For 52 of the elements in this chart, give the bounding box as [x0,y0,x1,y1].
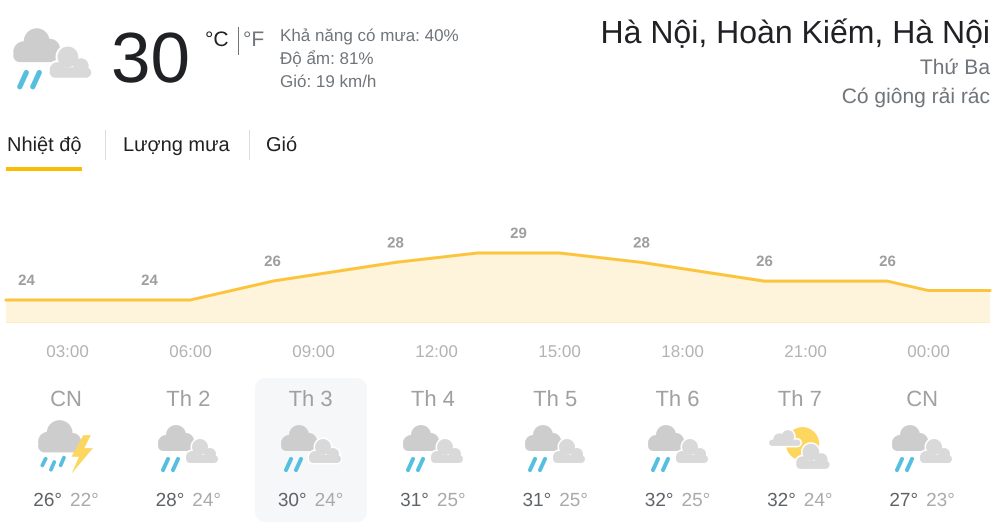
annotation: 28° [156,490,184,513]
annotation: 22° [70,490,99,513]
category-label: Th 6 [655,386,700,413]
data-label: 28 [387,234,404,252]
annotation: 32° [767,490,796,513]
annotation: 25° [559,490,588,513]
x-tick-label: 15:00 [538,342,581,361]
data-label: 24 [141,272,158,289]
annotation: 31° [522,490,552,513]
annotation: 25° [682,490,710,513]
text: Có giông rải rác [842,84,990,110]
data-label: 29 [510,225,527,242]
annotation: 30° [278,490,307,513]
text: Nhiệt độ [7,133,82,158]
category-label: CN [50,386,82,413]
category-label: Th 5 [533,386,578,413]
annotation: 24° [804,490,833,513]
text: 30 [111,18,190,100]
category-label: Th 4 [410,386,455,413]
annotation: 27° [889,490,918,513]
x-tick-label: 09:00 [292,342,335,361]
data-label: 28 [633,234,650,252]
annotation: 26° [33,490,62,513]
data-label: 26 [264,253,281,270]
annotation: 31° [400,490,429,513]
category-label: Th 3 [288,386,333,413]
text: Độ ẩm: 81% [280,48,374,70]
annotation: 25° [436,490,466,513]
text: Hà Nội, Hoàn Kiếm, Hà Nội [600,12,990,52]
data-label: 24 [18,272,36,289]
annotation: 23° [926,490,955,513]
x-tick-label: 18:00 [661,342,704,361]
text: °C [205,27,229,52]
x-tick-label: 06:00 [169,342,212,361]
annotation: 32° [644,490,674,513]
category-label: Th 7 [778,386,822,413]
annotation: 24° [192,490,222,513]
x-tick-label: 12:00 [415,342,458,361]
category-label: CN [906,386,938,413]
text: °F [243,27,264,52]
x-tick-label: 03:00 [46,342,89,361]
text: Thứ Ba [920,55,990,80]
data-label: 26 [879,253,896,270]
annotation: 24° [314,490,344,513]
data-label: 26 [756,253,773,270]
text: Khả năng có mưa: 40% [280,26,459,46]
category-label: Th 2 [166,386,210,413]
text: Gió [266,133,298,158]
x-tick-label: 21:00 [784,342,827,361]
text: Lượng mưa [123,133,230,158]
text: Gió: 19 km/h [280,72,376,92]
x-tick-label: 00:00 [907,342,950,361]
